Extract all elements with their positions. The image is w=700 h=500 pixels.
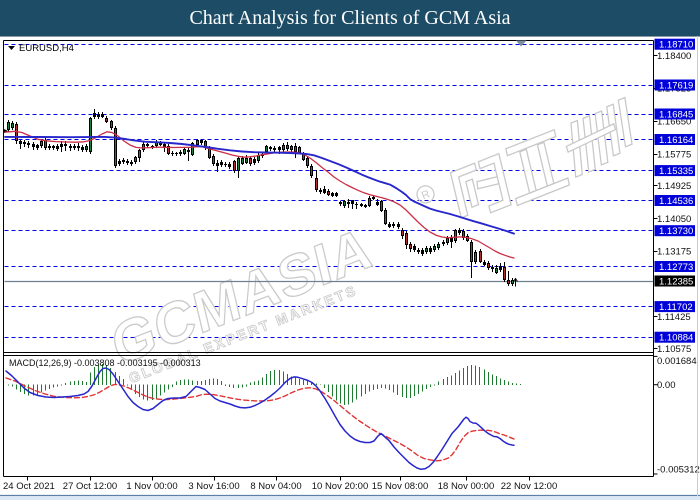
svg-text:1.11702: 1.11702: [659, 302, 693, 313]
svg-text:1.12773: 1.12773: [659, 262, 693, 273]
svg-text:1.14536: 1.14536: [659, 196, 693, 207]
svg-text:1.13175: 1.13175: [657, 247, 691, 258]
svg-text:1.18400: 1.18400: [657, 51, 691, 62]
svg-text:1.13730: 1.13730: [659, 226, 693, 237]
svg-text:0.00: 0.00: [657, 380, 676, 391]
svg-text:1.17619: 1.17619: [659, 80, 693, 91]
svg-text:1.11425: 1.11425: [657, 312, 691, 323]
svg-text:1.16650: 1.16650: [657, 117, 691, 128]
svg-text:0.001684: 0.001684: [657, 356, 697, 367]
svg-text:-0.005312: -0.005312: [657, 465, 700, 476]
svg-text:1.14050: 1.14050: [657, 214, 691, 225]
svg-text:27 Oct 12:00: 27 Oct 12:00: [63, 481, 117, 492]
svg-text:15 Nov 08:00: 15 Nov 08:00: [372, 481, 429, 492]
svg-text:1.12385: 1.12385: [659, 276, 693, 287]
svg-text:8 Nov 04:00: 8 Nov 04:00: [250, 481, 301, 492]
svg-text:1.15775: 1.15775: [657, 149, 691, 160]
svg-text:MACD(12,26,9) -0.003808 -0.003: MACD(12,26,9) -0.003808 -0.003195 -0.000…: [9, 358, 201, 368]
svg-text:R: R: [420, 188, 432, 202]
svg-text:10 Nov 20:00: 10 Nov 20:00: [312, 481, 369, 492]
svg-text:Chart Analysis for Clients of: Chart Analysis for Clients of GCM Asia: [189, 7, 510, 29]
svg-text:1.10884: 1.10884: [659, 333, 693, 344]
svg-text:1 Nov 00:00: 1 Nov 00:00: [126, 481, 177, 492]
svg-text:24 Oct 2021: 24 Oct 2021: [3, 481, 55, 492]
svg-text:EURUSD,H4: EURUSD,H4: [19, 43, 74, 54]
svg-text:1.16164: 1.16164: [659, 135, 693, 146]
svg-text:1.16845: 1.16845: [659, 109, 693, 120]
svg-text:3 Nov 16:00: 3 Nov 16:00: [188, 481, 239, 492]
svg-text:1.10575: 1.10575: [657, 344, 691, 355]
svg-text:1.15335: 1.15335: [659, 166, 693, 177]
svg-text:18 Nov 00:00: 18 Nov 00:00: [438, 481, 495, 492]
svg-text:1.14925: 1.14925: [657, 181, 691, 192]
svg-text:22 Nov 12:00: 22 Nov 12:00: [501, 481, 558, 492]
svg-text:1.18710: 1.18710: [659, 40, 693, 51]
